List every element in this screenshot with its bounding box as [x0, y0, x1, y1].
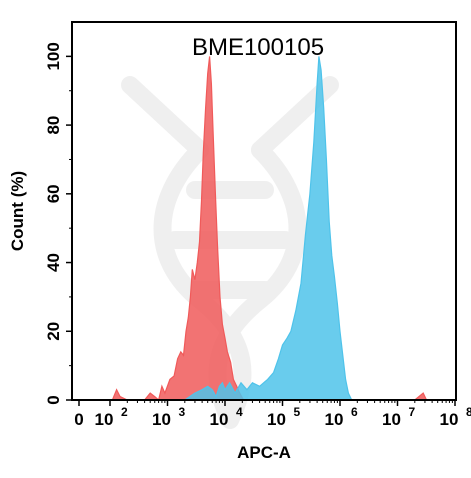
x-tick-exponent: 5 — [294, 405, 301, 419]
y-axis-ticks: 0 20 40 60 80 100 — [44, 42, 72, 405]
x-tick-label: 0 — [74, 410, 83, 429]
x-axis-label: APC-A — [237, 443, 291, 462]
series-area-2 — [80, 56, 455, 401]
x-tick-label: 10 — [210, 410, 229, 429]
x-tick-exponent: 2 — [121, 405, 128, 419]
plot-frame — [71, 21, 457, 401]
y-tick-label: 100 — [44, 42, 63, 70]
chart-title: BME100105 — [192, 34, 324, 61]
axes-layer — [71, 21, 457, 401]
x-tick-label: 10 — [440, 410, 459, 429]
series-area-1 — [80, 56, 455, 402]
y-tick-label: 60 — [44, 184, 63, 203]
x-tick-label: 10 — [95, 410, 114, 429]
y-tick-label: 40 — [44, 253, 63, 272]
y-tick-label: 20 — [44, 322, 63, 341]
x-axis-ticks: 0 10 2 10 3 10 4 10 5 10 6 10 7 10 8 — [74, 400, 471, 429]
y-tick-label: 0 — [44, 395, 63, 404]
y-tick-label: 80 — [44, 116, 63, 135]
x-tick-exponent: 6 — [351, 405, 358, 419]
y-axis-label: Count (%) — [8, 171, 27, 251]
x-tick-label: 10 — [152, 410, 171, 429]
x-tick-label: 10 — [267, 410, 286, 429]
x-tick-exponent: 7 — [409, 405, 416, 419]
x-tick-exponent: 8 — [466, 405, 471, 419]
x-tick-label: 10 — [325, 410, 344, 429]
x-tick-exponent: 3 — [179, 405, 186, 419]
series-layer — [80, 56, 455, 402]
x-tick-exponent: 4 — [236, 405, 243, 419]
x-tick-label: 10 — [382, 410, 401, 429]
